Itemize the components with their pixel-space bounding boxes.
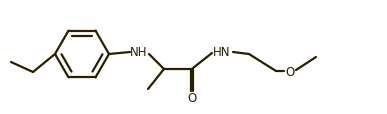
Text: NH: NH (130, 46, 148, 59)
Text: HN: HN (213, 46, 231, 59)
Text: O: O (285, 65, 295, 78)
Text: O: O (187, 91, 197, 104)
